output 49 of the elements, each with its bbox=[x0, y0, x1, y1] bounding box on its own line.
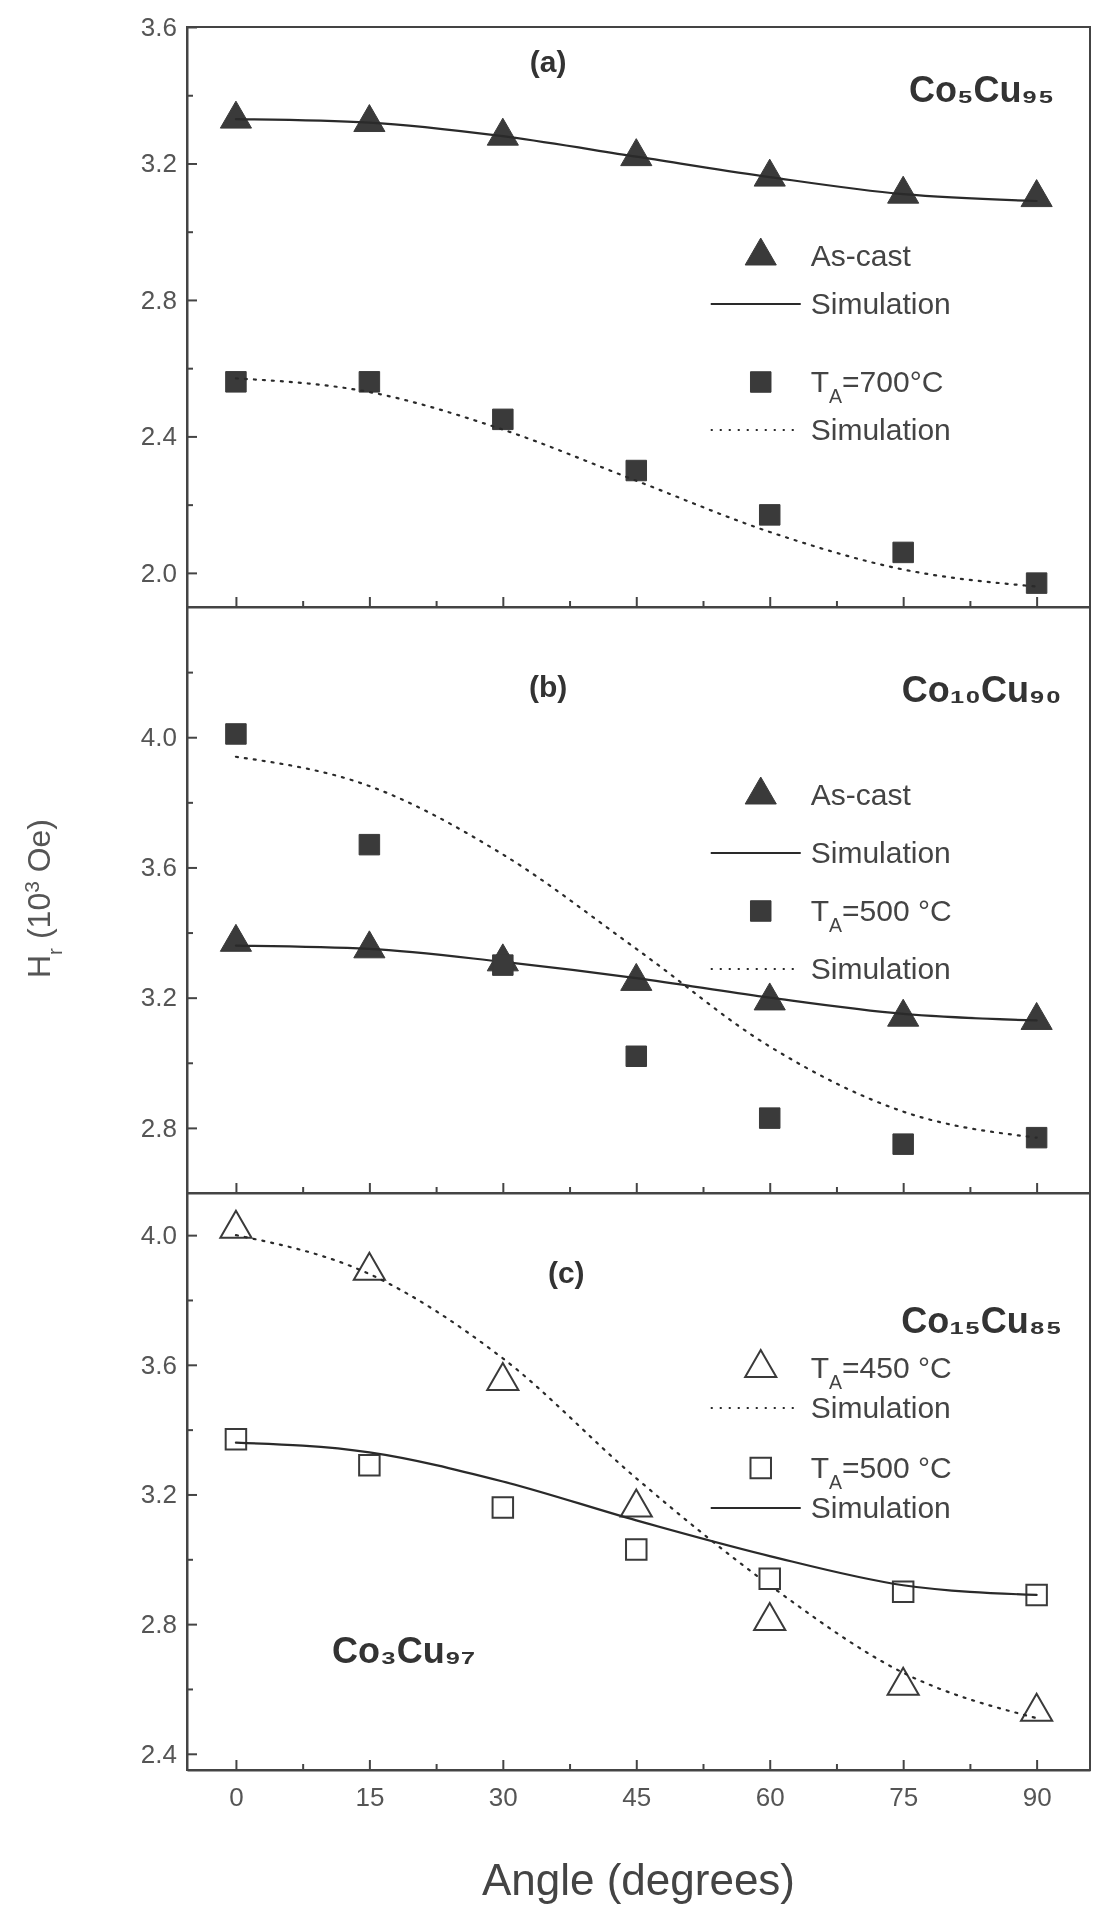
point bbox=[625, 1538, 648, 1561]
x-tick-label: 60 bbox=[755, 1782, 785, 1813]
annotation: (c) bbox=[547, 1256, 585, 1289]
annotation: Co₁₅Cu₈₅ bbox=[901, 1300, 1063, 1341]
legend-label: T$_{A}$=500 °C bbox=[810, 894, 952, 936]
legend-label: T$_{A}$=450 °C bbox=[810, 1351, 952, 1393]
legend-label: Simulation bbox=[810, 413, 951, 446]
y-tick-label: 4.0 bbox=[140, 722, 177, 753]
y-tick-label: 2.8 bbox=[140, 1112, 177, 1143]
y-tick-label: 3.6 bbox=[140, 852, 177, 883]
legend-label: As-cast bbox=[810, 778, 912, 811]
point bbox=[758, 1567, 781, 1590]
x-tick-label: 90 bbox=[1022, 1782, 1052, 1813]
y-tick-label: 2.4 bbox=[140, 421, 177, 452]
point bbox=[358, 1454, 381, 1477]
y-tick-label: 2.4 bbox=[140, 1738, 177, 1769]
annotation: Co₃Cu₉₇ bbox=[332, 1630, 476, 1671]
legend-label: Simulation bbox=[810, 1391, 951, 1424]
y-tick-label: 2.8 bbox=[140, 284, 177, 315]
legend-label: Simulation bbox=[810, 287, 951, 320]
legend-label: Simulation bbox=[810, 952, 951, 985]
y-tick-label: 3.6 bbox=[140, 11, 177, 42]
x-tick-label: 15 bbox=[355, 1782, 385, 1813]
annotation: (b) bbox=[529, 670, 568, 703]
annotation: Co₅Cu₉₅ bbox=[909, 69, 1055, 110]
x-tick-label: 75 bbox=[889, 1782, 919, 1813]
point bbox=[1025, 1583, 1048, 1607]
annotation: Co₁₀Cu₉₀ bbox=[901, 669, 1062, 710]
x-axis-title: Angle (degrees) bbox=[481, 1855, 796, 1904]
y-tick-label: 4.0 bbox=[140, 1219, 177, 1250]
legend-label: Simulation bbox=[810, 836, 951, 869]
annotation: (a) bbox=[529, 45, 567, 78]
y-tick-label: 3.2 bbox=[140, 1479, 177, 1510]
legend-label: T$_{A}$=700°C bbox=[810, 365, 944, 407]
legend-label: Simulation bbox=[810, 1491, 951, 1524]
legend-label: T$_{A}$=500 °C bbox=[810, 1451, 952, 1493]
y-tick-label: 3.2 bbox=[140, 982, 177, 1013]
x-tick-label: 30 bbox=[488, 1782, 518, 1813]
x-tick-label: 0 bbox=[229, 1782, 244, 1813]
y-tick-label: 2.0 bbox=[140, 557, 177, 588]
y-tick-label: 2.8 bbox=[140, 1608, 177, 1639]
x-tick-label: 45 bbox=[622, 1782, 652, 1813]
y-tick-label: 3.2 bbox=[140, 148, 177, 179]
point bbox=[491, 1496, 515, 1519]
y-tick-label: 3.6 bbox=[140, 1349, 177, 1380]
point bbox=[486, 1362, 520, 1391]
point bbox=[219, 1209, 253, 1239]
point bbox=[352, 1251, 386, 1281]
legend-label: As-cast bbox=[810, 239, 912, 272]
